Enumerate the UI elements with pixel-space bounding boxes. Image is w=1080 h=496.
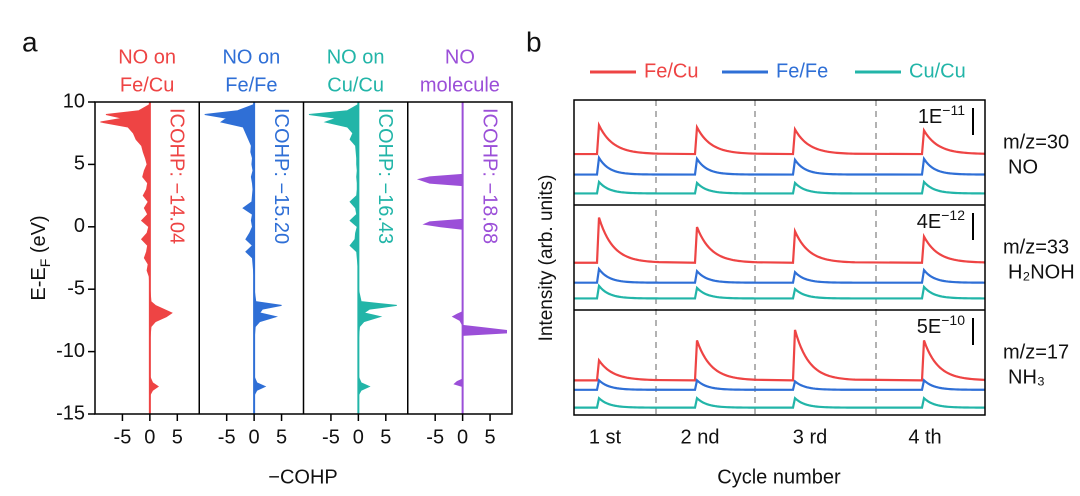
x-tick-label: 5 [276, 426, 287, 448]
y-axis-label: Intensity (arb. units) [536, 175, 557, 342]
species-label: NH₃ [1008, 366, 1045, 388]
legend-label: Fe/Cu [644, 60, 698, 82]
ms-trace [574, 154, 986, 176]
icohp-annotation: ICOHP: −15.20 [270, 108, 292, 244]
y-tick-label: 5 [74, 153, 85, 175]
ms-trace [574, 283, 986, 300]
x-tick-label: 5 [484, 426, 495, 448]
y-tick-label: 0 [74, 215, 85, 237]
mz-label: m/z=17 [1003, 341, 1069, 363]
scale-label: 4E−12 [917, 207, 965, 234]
plot-frame [94, 101, 513, 415]
cohp-area [100, 103, 173, 414]
scale-base: 5E [917, 316, 941, 338]
mz-label: m/z=33 [1003, 236, 1069, 258]
ms-trace [574, 329, 986, 382]
y-axis-label: E-EF (eV) [28, 215, 52, 300]
ms-trace [574, 266, 986, 284]
cohp-area [416, 102, 508, 414]
x-tick-label: 0 [457, 426, 468, 448]
y-label-sub: F [37, 259, 53, 268]
x-tick-label: 5 [172, 426, 183, 448]
x-axis-label: −COHP [268, 466, 337, 488]
series-label: molecule [420, 74, 500, 96]
species-label: H₂NOH [1008, 261, 1075, 283]
x-tick-label: 0 [144, 426, 155, 448]
series-label: NO on [327, 46, 385, 68]
species-label: NO [1008, 156, 1038, 178]
legend-label: Cu/Cu [909, 60, 966, 82]
series-label: NO on [118, 46, 176, 68]
x-tick-label: -5 [322, 426, 340, 448]
x-tick-label: -5 [426, 426, 444, 448]
x-tick-label: 0 [249, 426, 260, 448]
series-label: NO on [222, 46, 280, 68]
icohp-annotation: ICOHP: −14.04 [166, 108, 188, 244]
x-tick-label: -5 [114, 426, 132, 448]
scale-label: 5E−10 [917, 312, 965, 339]
y-tick-label: -5 [67, 277, 85, 299]
ms-trace [574, 217, 986, 264]
ms-trace [574, 121, 986, 156]
ms-trace [574, 396, 986, 409]
x-tick-label: -5 [218, 426, 236, 448]
scale-exp: −10 [941, 312, 965, 328]
ms-trace [574, 179, 986, 195]
scale-exp: −11 [942, 102, 965, 118]
legend-label: Fe/Fe [776, 60, 828, 82]
plot-frame [573, 99, 986, 416]
panel-label: b [526, 26, 542, 57]
y-tick-label: 10 [63, 90, 85, 112]
x-tick-label: 2 nd [681, 426, 720, 448]
y-tick-label: -15 [56, 402, 85, 424]
y-label-part: (eV) [28, 215, 50, 258]
series-label: Cu/Cu [327, 74, 384, 96]
x-tick-label: 0 [353, 426, 364, 448]
series-label: NO [445, 46, 475, 68]
scale-base: 1E [918, 106, 942, 128]
x-tick-label: 4 th [908, 426, 941, 448]
x-tick-label: 5 [380, 426, 391, 448]
mz-label: m/z=30 [1003, 131, 1069, 153]
y-label-part: E-E [28, 267, 50, 300]
x-axis-label: Cycle number [717, 466, 841, 488]
ms-trace [574, 378, 986, 391]
series-label: Fe/Cu [120, 74, 174, 96]
icohp-annotation: ICOHP: −16.43 [374, 108, 396, 244]
panel-label: a [22, 26, 38, 57]
series-label: Fe/Fe [225, 74, 277, 96]
y-tick-label: -10 [56, 340, 85, 362]
icohp-annotation: ICOHP: −18.68 [478, 108, 500, 244]
x-tick-label: 3 rd [793, 426, 827, 448]
x-tick-label: 1 st [589, 426, 622, 448]
scale-base: 4E [917, 211, 941, 233]
scale-label: 1E−11 [918, 102, 965, 129]
scale-exp: −12 [941, 207, 965, 223]
